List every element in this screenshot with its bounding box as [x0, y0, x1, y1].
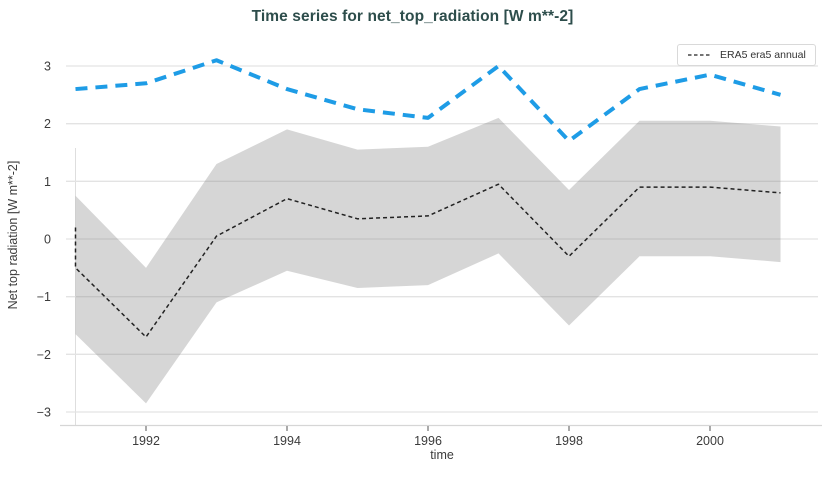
- legend[interactable]: ERA5 era5 annual: [677, 44, 816, 66]
- y-tick-label: 1: [44, 175, 51, 189]
- y-tick-label: −2: [37, 348, 51, 362]
- blue-dashed-line: [75, 58, 782, 143]
- x-axis-title: time: [430, 448, 454, 462]
- x-tick-label: 1992: [132, 434, 160, 448]
- uncertainty-band: [75, 117, 781, 404]
- era5-annual-line: [74, 183, 781, 338]
- x-tick-label: 2000: [696, 434, 724, 448]
- y-tick-label: 2: [44, 117, 51, 131]
- x-tick-label: 1994: [273, 434, 301, 448]
- y-tick-label: −3: [37, 406, 51, 420]
- y-tick-label: −1: [37, 290, 51, 304]
- y-axis-title: Net top radiation [W m**-2]: [6, 160, 20, 310]
- dashed-line-sample-icon: [688, 54, 712, 56]
- x-tick-label: 1998: [555, 434, 583, 448]
- x-tick-label: 1996: [414, 434, 442, 448]
- legend-item-label: ERA5 era5 annual: [720, 49, 806, 61]
- chart-title: Time series for net_top_radiation [W m**…: [251, 8, 574, 25]
- y-tick-label: 3: [44, 59, 51, 73]
- y-tick-label: 0: [44, 233, 51, 247]
